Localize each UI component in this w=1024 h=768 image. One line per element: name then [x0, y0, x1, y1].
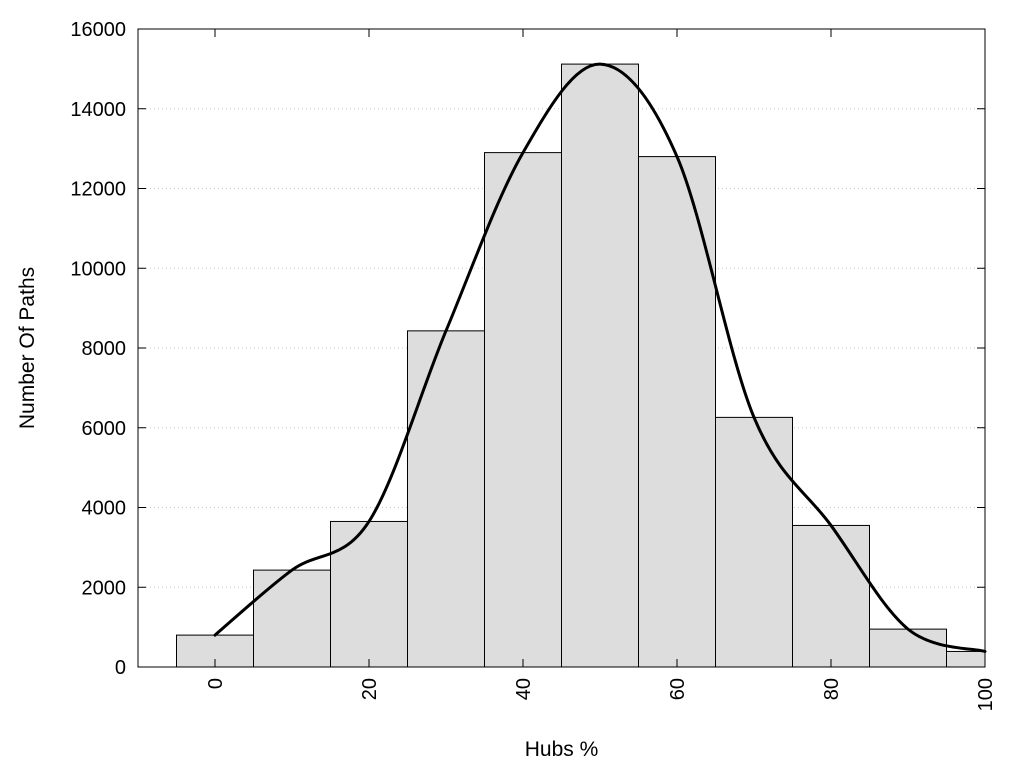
curve-layer	[213, 62, 987, 653]
x-tick-label: 100	[975, 678, 997, 711]
histogram-bar	[561, 63, 639, 668]
histogram-bar	[330, 520, 408, 668]
x-axis-ticks: 0 20 40 60 80 100	[205, 29, 997, 711]
y-tick-label: 12000	[70, 179, 126, 201]
histogram-bar	[253, 569, 331, 668]
x-tick-label: 60	[667, 678, 689, 700]
x-tick-label: 40	[513, 678, 535, 700]
histogram-bar	[715, 416, 793, 668]
y-tick-label: 6000	[82, 418, 127, 440]
y-tick-label: 8000	[82, 338, 127, 360]
x-tick-label: 80	[821, 678, 843, 700]
bars-layer	[176, 63, 986, 668]
histogram-bar	[792, 524, 870, 668]
x-axis-title: Hubs %	[525, 738, 599, 761]
histogram-bar	[484, 152, 562, 668]
y-tick-label: 0	[115, 657, 126, 679]
x-tick-label: 20	[359, 678, 381, 700]
histogram-bar	[638, 156, 716, 668]
y-tick-label: 4000	[82, 498, 127, 520]
y-tick-label: 14000	[70, 99, 126, 121]
y-axis-ticks: 0 2000 4000 6000 8000 10000 12000 14000 16000	[70, 19, 985, 679]
histogram-bar	[946, 650, 986, 668]
y-tick-label: 10000	[70, 258, 126, 280]
x-tick-label: 0	[205, 678, 227, 689]
histogram-bar	[869, 628, 947, 668]
y-tick-label: 16000	[70, 19, 126, 41]
density-curve	[213, 62, 987, 653]
histogram-bar	[407, 330, 485, 668]
y-axis-title: Number Of Paths	[16, 267, 39, 429]
y-tick-label: 2000	[82, 577, 127, 599]
